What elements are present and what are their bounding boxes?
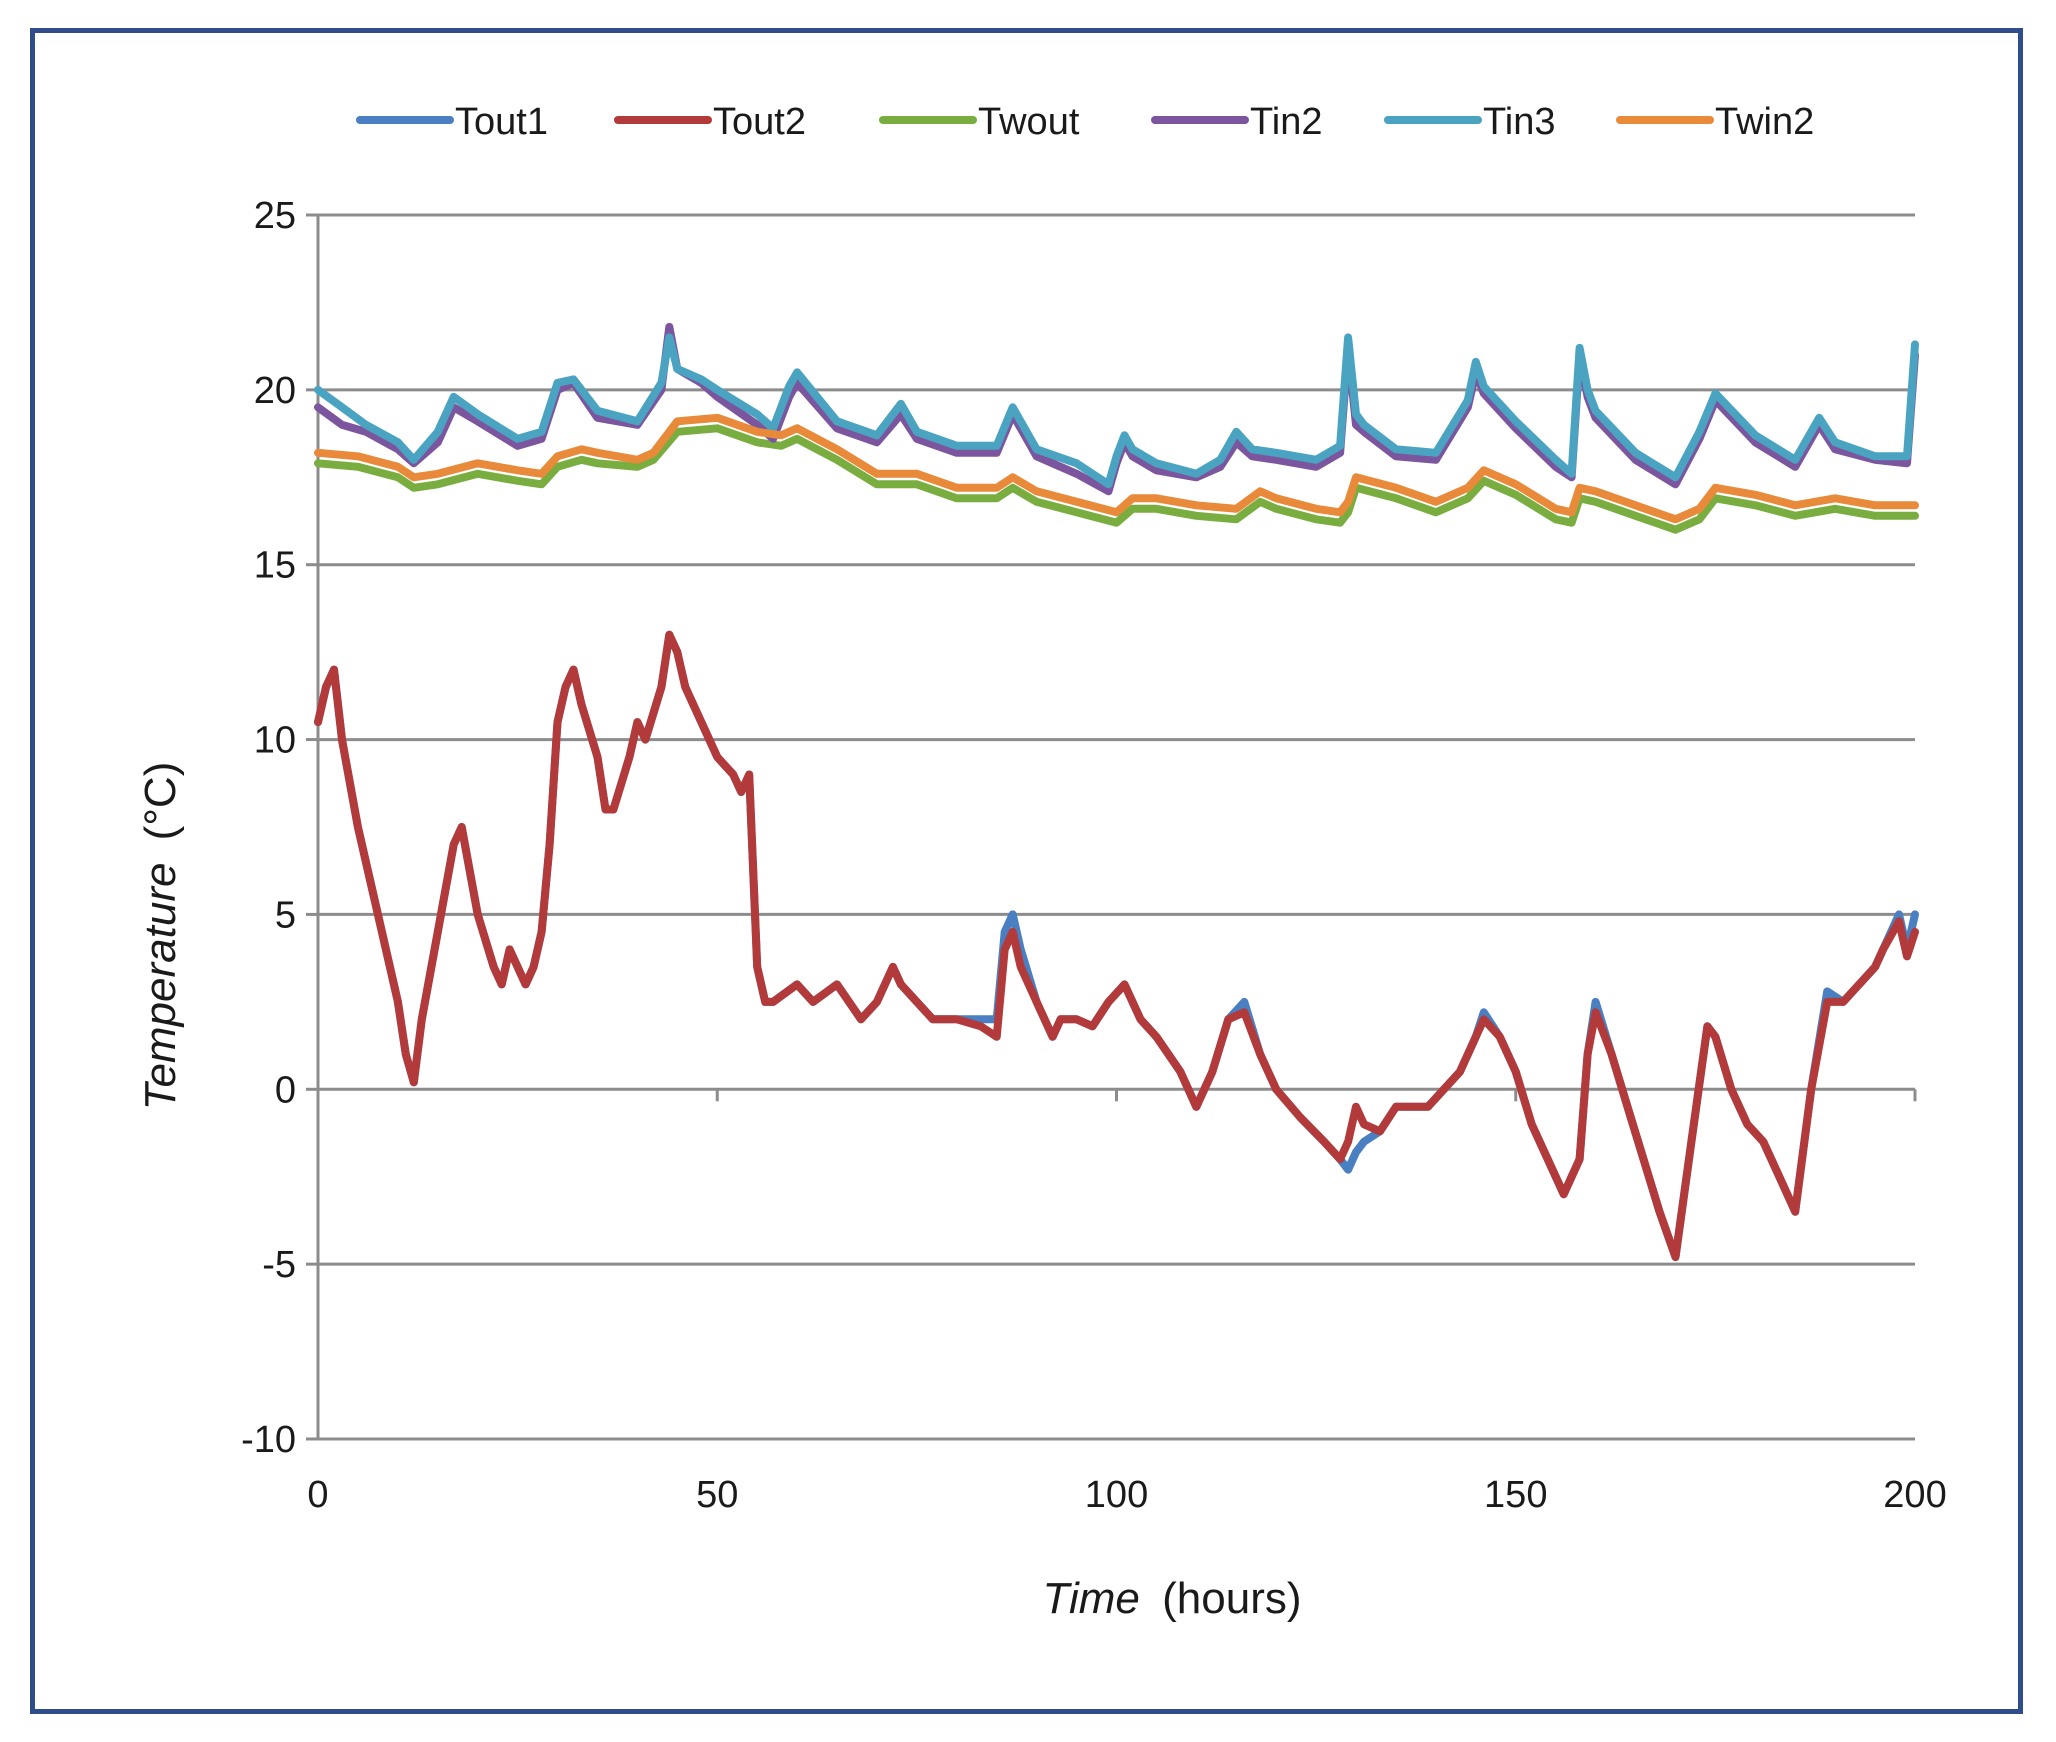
y-axis-title-main: Temperature [136,863,185,1111]
legend: Tout1 Tout2 Twout Tin2 Tin3 Twin2 [356,101,1814,143]
series-line-twout [314,424,1919,534]
x-tick-label: 50 [696,1474,738,1516]
x-tick-label: 150 [1484,1474,1547,1516]
legend-label-tout1: Tout1 [455,101,548,143]
axes: -10 -5 0 5 10 15 20 25 0 50 100 150 200 [241,195,1947,1516]
legend-label-twout: Twout [978,101,1080,143]
y-tick-label: 0 [275,1069,296,1111]
x-axis-title-main: Time [1043,1574,1140,1623]
legend-label-twin2: Twin2 [1715,101,1814,143]
y-tick-label: 25 [254,195,296,237]
legend-label-tin3: Tin3 [1483,101,1556,143]
series-line-twin2 [314,413,1919,524]
legend-label-tin2: Tin2 [1250,101,1323,143]
series-line-tout2 [314,630,1919,1262]
chart-frame: -10 -5 0 5 10 15 20 25 0 50 100 150 200 Tout1 Tout2 Tw… [30,28,2023,1714]
y-tick-label: 5 [275,894,296,936]
y-tick-label: 20 [254,370,296,412]
x-tick-label: 0 [307,1474,328,1516]
x-axis-title: Time (hours) [1043,1574,1302,1623]
y-tick-label: -5 [262,1244,296,1286]
y-tick-label: -10 [241,1419,296,1461]
x-axis-title-unit: (hours) [1162,1574,1301,1623]
series-lines [314,322,1919,1262]
legend-label-tout2: Tout2 [713,101,806,143]
y-tick-label: 10 [254,720,296,762]
x-tick-label: 100 [1085,1474,1148,1516]
series-line-tin3 [314,333,1919,489]
y-tick-label: 15 [254,545,296,587]
y-axis-title: Temperature (°C) [136,762,185,1111]
y-axis-title-unit: (°C) [136,762,185,841]
line-chart: -10 -5 0 5 10 15 20 25 0 50 100 150 200 Tout1 Tout2 Tw… [136,101,1947,1623]
x-tick-label: 200 [1883,1474,1946,1516]
